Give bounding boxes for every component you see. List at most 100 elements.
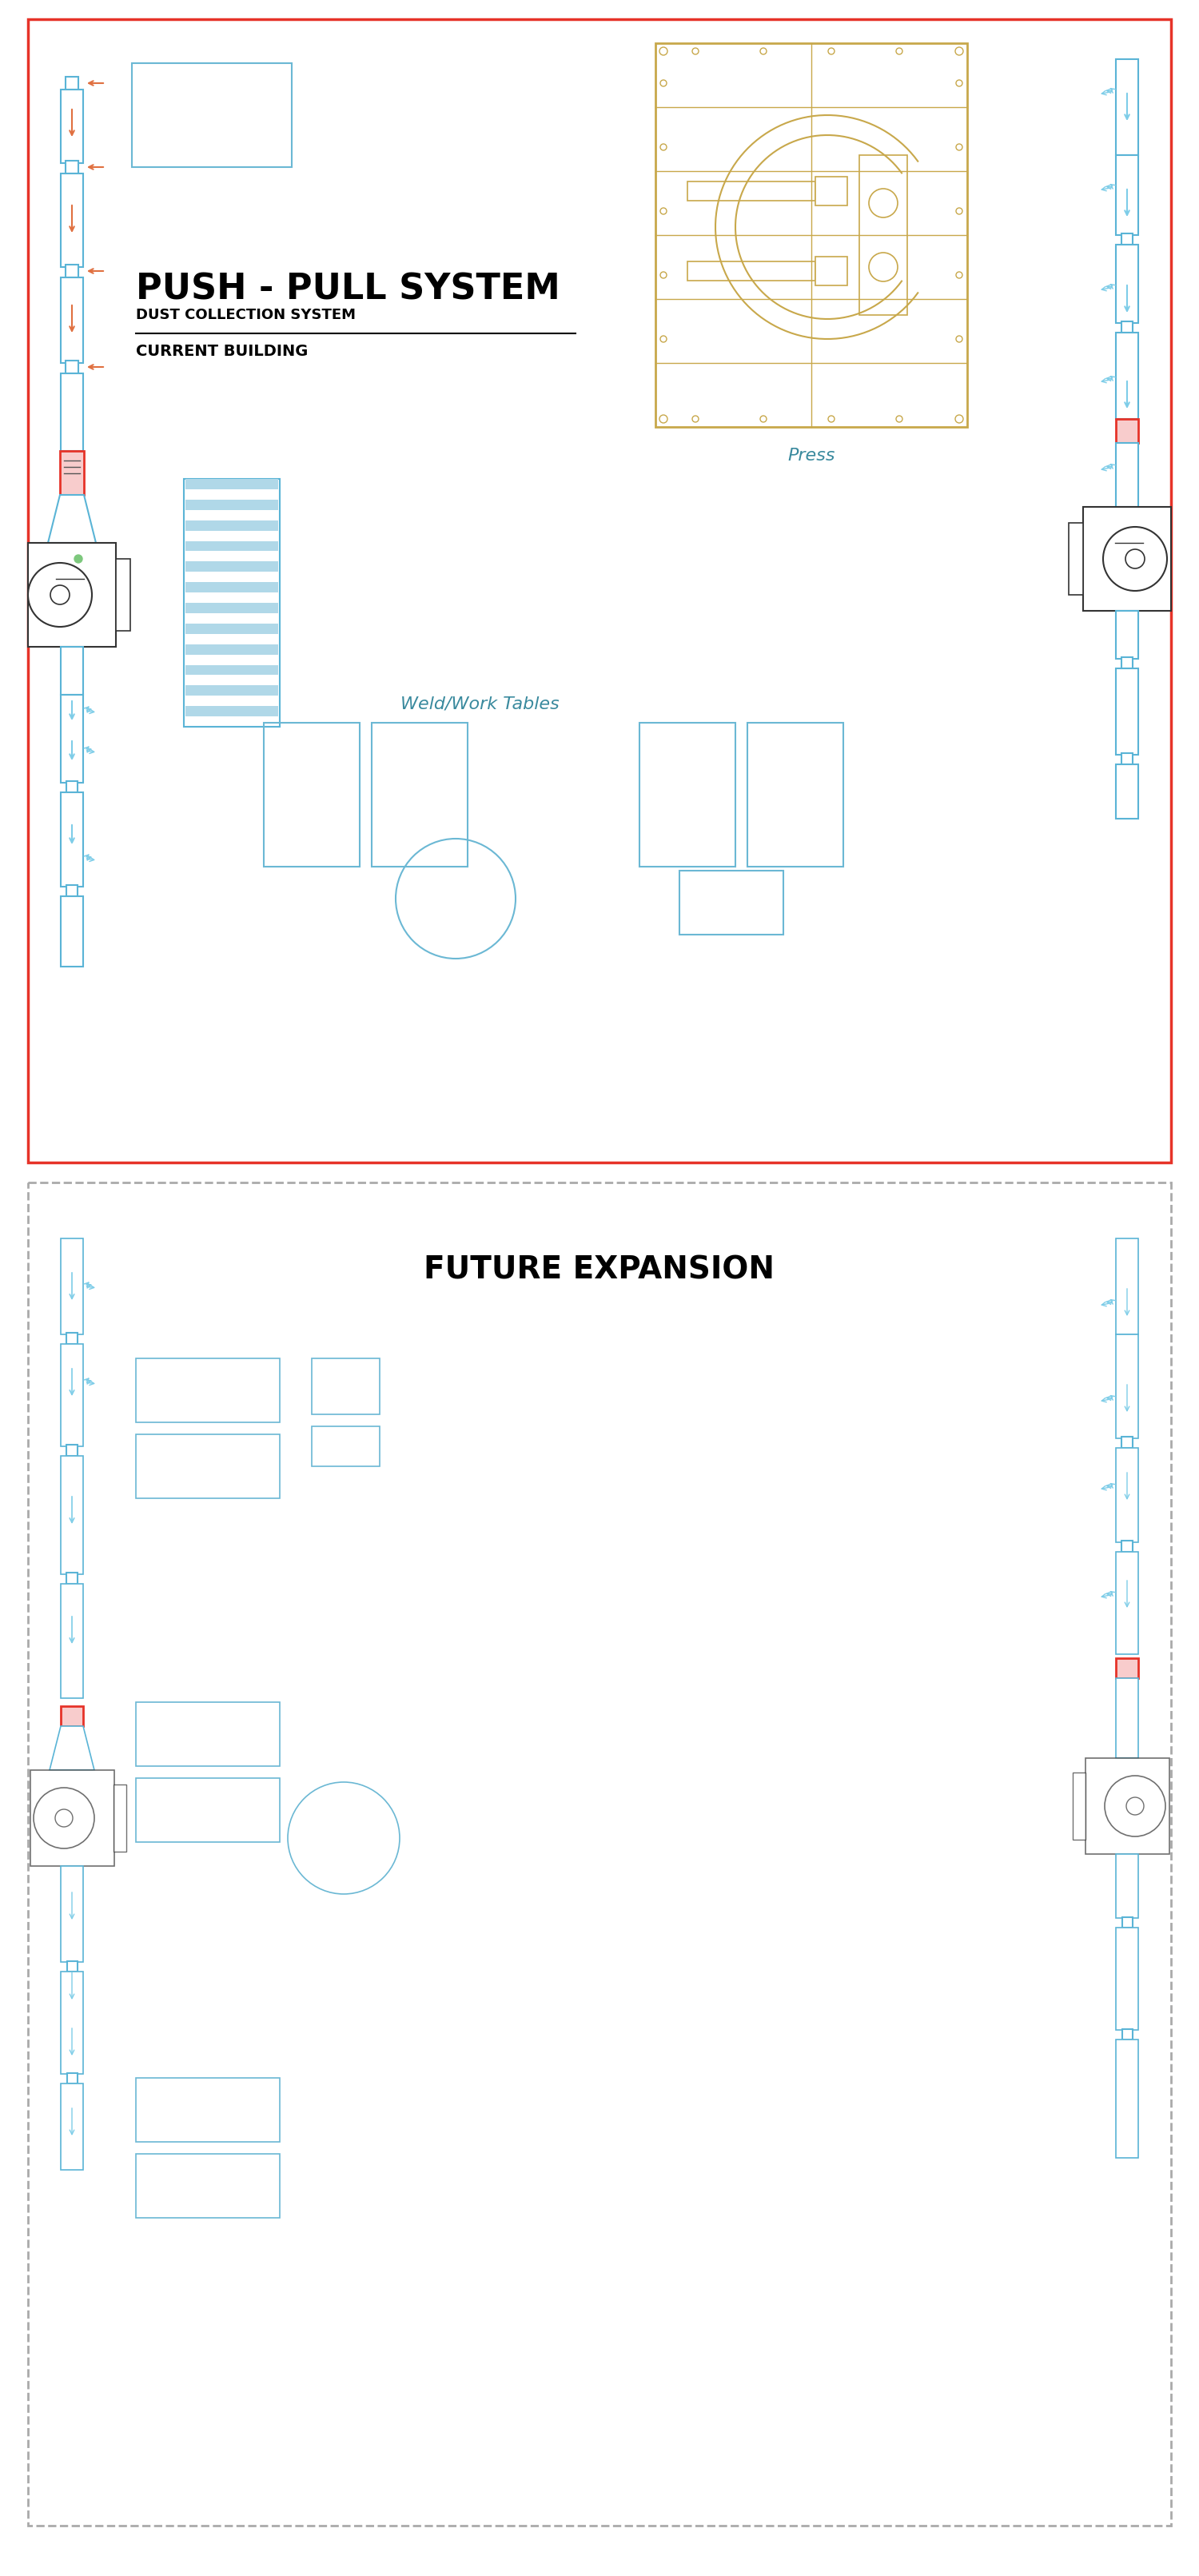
Bar (28, 1182, 1171, 2524)
Bar (747, 724, 843, 868)
Bar (680, 871, 783, 935)
Bar (186, 706, 278, 716)
Bar (186, 685, 278, 696)
Bar (61, 175, 83, 268)
Bar (135, 1358, 279, 1422)
Bar (1116, 245, 1138, 325)
Bar (1116, 765, 1138, 819)
Bar (186, 582, 278, 592)
Bar (860, 157, 908, 317)
Bar (656, 44, 968, 428)
Bar (186, 541, 278, 551)
Bar (1116, 1680, 1138, 1759)
Bar (60, 451, 84, 495)
Bar (1121, 322, 1133, 332)
Bar (135, 1703, 279, 1767)
Circle shape (28, 564, 92, 629)
Bar (1116, 1334, 1138, 1437)
Bar (1116, 2040, 1138, 2159)
Bar (639, 724, 735, 868)
Bar (61, 1584, 83, 1698)
Text: Weld/Work Tables: Weld/Work Tables (400, 696, 559, 711)
Bar (1068, 523, 1083, 595)
Bar (312, 1358, 380, 1414)
Bar (66, 781, 78, 793)
Text: FUTURE EXPANSION: FUTURE EXPANSION (424, 1255, 775, 1285)
Bar (30, 1770, 114, 1865)
Bar (135, 2154, 279, 2218)
Bar (1116, 332, 1138, 420)
Bar (1121, 657, 1133, 670)
Circle shape (1103, 528, 1167, 592)
Bar (1116, 1659, 1138, 1680)
Bar (61, 2084, 83, 2169)
Bar (186, 562, 278, 572)
Bar (61, 1865, 83, 1963)
Circle shape (869, 191, 898, 219)
Circle shape (55, 1808, 73, 1826)
Bar (264, 724, 360, 868)
Circle shape (50, 585, 70, 605)
Bar (183, 479, 279, 726)
Bar (28, 21, 1171, 1162)
Bar (186, 500, 278, 510)
Bar (135, 2079, 279, 2143)
Text: DUST COLLECTION SYSTEM: DUST COLLECTION SYSTEM (135, 307, 356, 322)
Circle shape (1126, 549, 1145, 569)
Bar (61, 896, 83, 966)
Bar (135, 1435, 279, 1499)
Bar (66, 162, 78, 175)
Bar (1116, 611, 1138, 659)
Bar (372, 724, 468, 868)
Bar (1116, 443, 1138, 507)
Bar (1116, 1448, 1138, 1543)
Bar (66, 265, 78, 278)
Bar (186, 665, 278, 675)
Bar (312, 1427, 380, 1466)
Circle shape (1126, 1798, 1144, 1816)
Bar (1116, 420, 1138, 443)
Text: CURRENT BUILDING: CURRENT BUILDING (135, 343, 308, 358)
Bar (61, 1239, 83, 1334)
Text: Press: Press (788, 448, 835, 464)
Bar (61, 793, 83, 886)
Bar (28, 544, 116, 647)
Bar (66, 1334, 78, 1345)
Bar (1116, 1927, 1138, 2030)
Bar (61, 278, 83, 363)
Polygon shape (48, 495, 96, 544)
Bar (1122, 1917, 1133, 1927)
Bar (61, 696, 83, 783)
Bar (114, 1785, 126, 1852)
Bar (61, 1971, 83, 2074)
Circle shape (869, 252, 898, 283)
Bar (687, 183, 815, 201)
Bar (1116, 59, 1138, 157)
Bar (1121, 1540, 1133, 1553)
Bar (815, 178, 848, 206)
Bar (66, 1445, 78, 1455)
Circle shape (74, 556, 83, 564)
Bar (186, 603, 278, 613)
Bar (1121, 234, 1133, 245)
Bar (1116, 1553, 1138, 1654)
Bar (135, 1777, 279, 1842)
Bar (61, 1345, 83, 1448)
Bar (67, 1960, 78, 1971)
Bar (61, 1705, 83, 1726)
Bar (186, 623, 278, 634)
Bar (61, 1455, 83, 1574)
Bar (1116, 1239, 1138, 1334)
Bar (1121, 1437, 1133, 1448)
Bar (186, 644, 278, 654)
Bar (1116, 157, 1138, 237)
Bar (66, 361, 78, 374)
Bar (1085, 1759, 1169, 1855)
Polygon shape (49, 1726, 95, 1770)
Bar (687, 263, 815, 281)
Bar (66, 886, 78, 896)
Bar (815, 258, 848, 286)
Circle shape (34, 1788, 95, 1850)
Text: PUSH - PULL SYSTEM: PUSH - PULL SYSTEM (135, 270, 560, 307)
Bar (1116, 1855, 1138, 1919)
